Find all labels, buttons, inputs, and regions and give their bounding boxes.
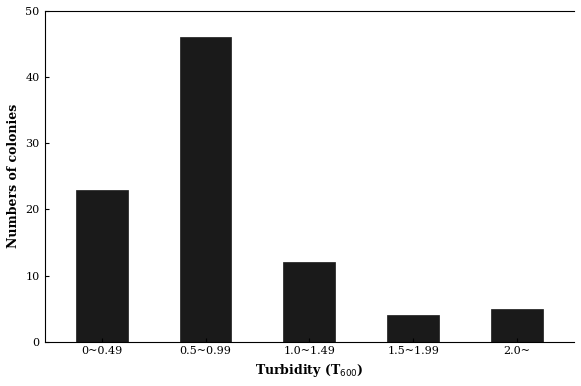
Bar bbox=[387, 315, 439, 342]
Bar bbox=[491, 308, 543, 342]
X-axis label: Turbidity (T$_{600}$): Turbidity (T$_{600}$) bbox=[255, 362, 364, 379]
Bar bbox=[76, 190, 128, 342]
Bar bbox=[180, 37, 231, 342]
Bar bbox=[284, 262, 335, 342]
Y-axis label: Numbers of colonies: Numbers of colonies bbox=[7, 104, 20, 249]
